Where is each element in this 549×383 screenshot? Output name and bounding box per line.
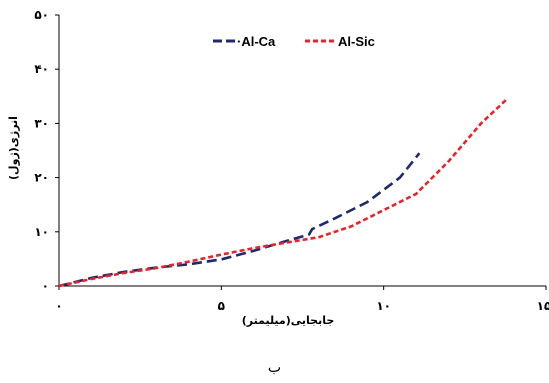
axes xyxy=(58,15,546,287)
y-axis-label: انرژی(ژول) xyxy=(7,116,20,180)
x-tick-label: ۵ xyxy=(218,299,225,313)
x-tick-label: ۱۵ xyxy=(537,299,549,313)
x-tick-label: ۰ xyxy=(55,299,62,313)
series-line-al-sic xyxy=(58,98,508,288)
x-axis-label: جابجایی(میلیمتر) xyxy=(242,314,335,327)
y-tick-label: ۱۰ xyxy=(34,225,49,239)
figure-caption: ب xyxy=(267,360,282,376)
series-layer xyxy=(58,98,508,288)
y-tick-label: ۰ xyxy=(42,279,49,293)
legend: ·Al-Ca Al-Sic xyxy=(213,34,375,49)
legend-label-al-ca: ·Al-Ca xyxy=(237,34,276,49)
y-tick-label: ۳۰ xyxy=(34,116,49,130)
y-tick-label: ۲۰ xyxy=(34,171,49,185)
ticks: ۰ ۱۰ ۲۰ ۳۰ ۴۰ ۵۰ ۰ ۵ ۱۰ ۱۵ xyxy=(34,8,549,313)
series-line-al-ca xyxy=(58,152,421,288)
legend-label-al-sic: Al-Sic xyxy=(338,34,375,49)
y-tick-label: ۵۰ xyxy=(34,8,49,22)
x-tick-label: ۱۰ xyxy=(376,299,391,313)
y-tick-label: ۴۰ xyxy=(34,62,49,76)
